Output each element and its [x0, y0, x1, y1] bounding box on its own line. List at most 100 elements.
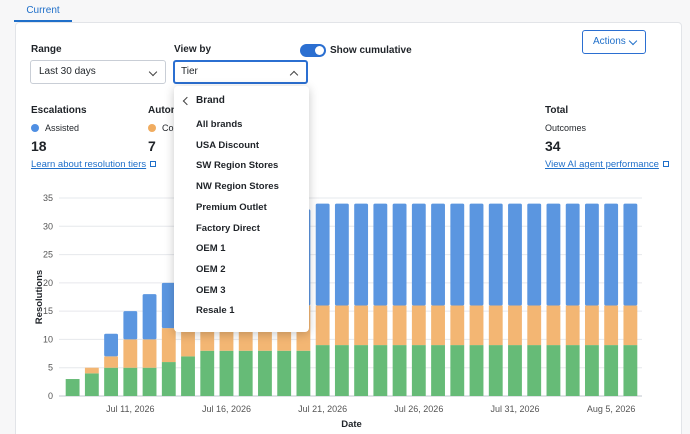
- bar-segment: [161, 328, 176, 363]
- bar-segment: [258, 350, 272, 396]
- legend-dot-icon: [148, 124, 156, 132]
- range-select-value: Last 30 days: [39, 66, 96, 77]
- bar-segment: [623, 305, 638, 346]
- y-axis-label: Resolutions: [34, 270, 45, 324]
- resolutions-chart: 0 5 10 15 20 25 30 35 Jul 11, 2026 Jul 16, 2026 Ju…: [34, 193, 642, 430]
- bar-segment: [469, 203, 484, 306]
- bar-segment: [373, 305, 388, 346]
- bar-segment: [142, 294, 157, 340]
- escalations-legend: Assisted: [31, 123, 79, 133]
- external-link-icon: [662, 161, 669, 167]
- total-value: 34: [545, 138, 561, 154]
- bar-segment: [527, 203, 542, 306]
- x-tick-label: Jul 11, 2026: [106, 404, 154, 414]
- x-tick-label: Jul 16, 2026: [202, 404, 251, 414]
- bar-segment: [584, 203, 599, 306]
- dropdown-item[interactable]: SW Region Stores: [196, 160, 279, 172]
- y-tick-label: 20: [43, 278, 53, 288]
- chevron-up-icon: [289, 70, 299, 80]
- y-tick-label: 0: [48, 391, 53, 401]
- viewby-label: View by: [174, 44, 212, 55]
- bar-segment: [373, 203, 388, 306]
- resolution-tiers-link[interactable]: Learn about resolution tiers: [31, 159, 157, 170]
- bar-segment: [392, 305, 407, 346]
- bar-segment: [123, 311, 138, 340]
- automated-legend: Co: [148, 123, 174, 133]
- bar-segment: [508, 345, 522, 396]
- ai-agent-performance-link[interactable]: View AI agent performance: [545, 159, 669, 170]
- bar-segment: [623, 345, 638, 396]
- cumulative-label: Show cumulative: [330, 45, 412, 56]
- bar-segment: [315, 305, 330, 346]
- tab-bar: Current: [0, 0, 690, 22]
- dropdown-item[interactable]: Factory Direct: [196, 222, 260, 234]
- bar-segment: [354, 305, 369, 346]
- dropdown-item[interactable]: USA Discount: [196, 139, 259, 151]
- dropdown-item[interactable]: NW Region Stores: [196, 181, 279, 193]
- external-link-icon: [150, 161, 157, 167]
- automated-value: 7: [148, 138, 156, 154]
- bar-segment: [277, 350, 292, 396]
- dropdown-header-label: Brand: [196, 95, 225, 106]
- actions-button-label: Actions: [593, 36, 626, 47]
- dropdown-item[interactable]: OEM 2: [196, 263, 226, 275]
- dropdown-item[interactable]: All brands: [196, 119, 243, 130]
- bar-segment: [527, 305, 542, 346]
- bar-segment: [584, 305, 599, 346]
- resolution-tiers-link-text: Learn about resolution tiers: [31, 159, 147, 170]
- bar-segment: [565, 305, 580, 346]
- bar-segment: [508, 305, 522, 346]
- bar-segment: [604, 305, 619, 346]
- bar-segment: [450, 305, 465, 346]
- bar-segment: [431, 345, 445, 396]
- toggle-knob: [315, 46, 324, 55]
- bar-segment: [123, 367, 138, 396]
- bar-segment: [431, 305, 445, 346]
- bar-segment: [373, 345, 388, 396]
- bar-segment: [488, 203, 503, 306]
- total-title: Total: [545, 105, 569, 116]
- x-tick-label: Aug 5, 2026: [587, 404, 636, 414]
- bar-segment: [181, 356, 195, 396]
- viewby-select[interactable]: Tier: [173, 60, 308, 84]
- dropdown-item[interactable]: Premium Outlet: [196, 201, 267, 213]
- escalations-legend-text: Assisted: [45, 123, 80, 133]
- bar-segment: [604, 203, 619, 306]
- x-axis-label: Date: [341, 419, 362, 430]
- bar-segment: [296, 350, 311, 396]
- dropdown-item[interactable]: OEM 3: [196, 284, 226, 296]
- bar-segment: [411, 203, 426, 306]
- bar-segment: [334, 345, 349, 396]
- bar-segment: [469, 305, 484, 346]
- bar-segment: [200, 350, 215, 396]
- bar-segment: [123, 339, 138, 368]
- bar-segment: [584, 345, 599, 396]
- dropdown-item[interactable]: Resale 1: [196, 305, 235, 317]
- chevron-down-icon: [628, 36, 638, 46]
- total-legend: Outcomes: [545, 123, 587, 133]
- range-select[interactable]: Last 30 days: [30, 60, 166, 84]
- legend-dot-icon: [31, 124, 39, 132]
- bar-segment: [142, 339, 157, 368]
- bar-segment: [488, 345, 503, 396]
- bar-segment: [450, 203, 465, 306]
- y-tick-label: 5: [48, 363, 53, 373]
- y-tick-label: 10: [43, 334, 53, 344]
- automated-legend-text: Co: [162, 123, 174, 133]
- x-tick-label: Jul 26, 2026: [394, 404, 443, 414]
- bar-segment: [546, 203, 561, 306]
- escalations-title: Escalations: [31, 105, 87, 116]
- bar-segment: [392, 345, 407, 396]
- chevron-left-icon: [182, 96, 192, 106]
- bar-segment: [604, 345, 619, 396]
- actions-button[interactable]: Actions: [582, 30, 646, 54]
- bar-segment: [565, 345, 580, 396]
- bar-segment: [565, 203, 580, 306]
- bar-segment: [623, 203, 638, 306]
- cumulative-toggle[interactable]: [300, 44, 326, 57]
- dropdown-back-header[interactable]: Brand: [174, 91, 309, 111]
- bar-segment: [104, 356, 119, 368]
- dropdown-item[interactable]: OEM 1: [196, 243, 226, 255]
- tab-current[interactable]: Current: [14, 0, 72, 22]
- bar-segment: [238, 350, 253, 396]
